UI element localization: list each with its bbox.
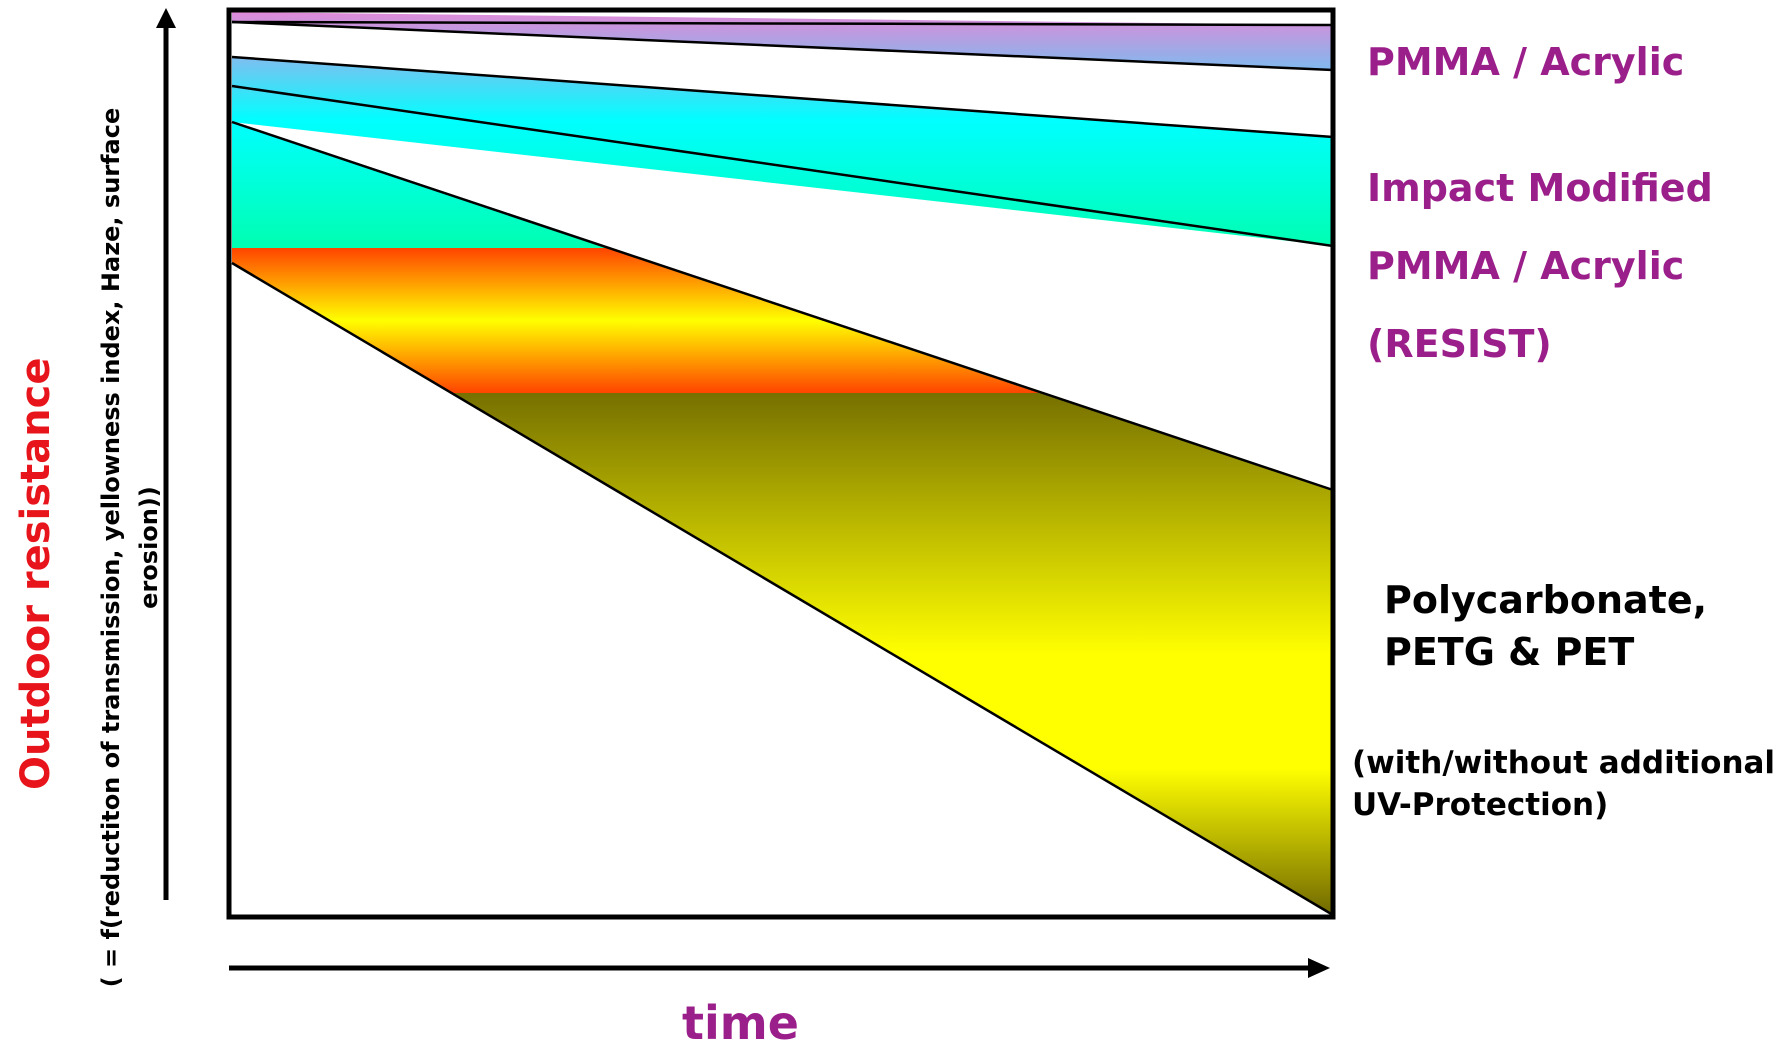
- polycarbonate-band-upper: [232, 248, 1039, 393]
- pc-upper-line: [231, 120, 1334, 492]
- x-axis-arrow: [229, 958, 1330, 978]
- pmma-band: [232, 12, 1333, 70]
- y-axis-arrow: [156, 8, 176, 900]
- impact-upper-line: [231, 55, 1334, 139]
- pmma-upper-line: [231, 20, 1334, 27]
- x-axis-title: time: [682, 996, 799, 1050]
- polycarbonate-label-line2: PETG & PET: [1384, 630, 1635, 674]
- plot-frame: [226, 7, 1336, 920]
- y-axis-subtitle: ( = f(reductiton of transmission, yellow…: [97, 107, 163, 988]
- polycarbonate-label-line1: Polycarbonate,: [1384, 578, 1708, 622]
- pmma-lower-line: [231, 20, 1334, 72]
- impact-lower-line: [231, 84, 1334, 248]
- impact-modified-label-line1: Impact Modified: [1367, 166, 1713, 210]
- pc-lower-line: [231, 261, 1334, 917]
- impact-modified-band: [232, 57, 1333, 246]
- pmma-label: PMMA / Acrylic: [1367, 40, 1685, 84]
- y-axis-title: Outdoor resistance: [13, 357, 59, 790]
- impact-modified-label-line2: PMMA / Acrylic: [1367, 244, 1685, 288]
- uv-note-line2: UV-Protection): [1352, 787, 1609, 823]
- impact-modified-label-line3: (RESIST): [1367, 322, 1552, 366]
- band-boundaries: [231, 20, 1334, 917]
- uv-note-line1: (with/without additional: [1352, 745, 1776, 781]
